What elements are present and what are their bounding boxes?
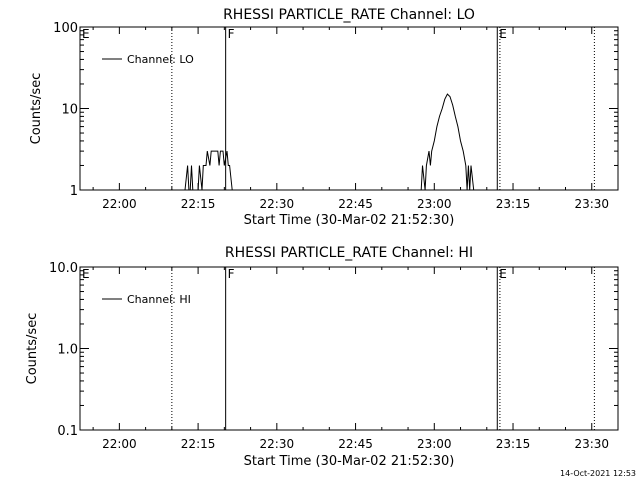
- panel-1-plot-frame: [79, 26, 619, 191]
- panel-1-x-axis-label: Start Time (30-Mar-02 21:52:30): [244, 213, 455, 228]
- panel-2-x-axis-label: Start Time (30-Mar-02 21:52:30): [244, 454, 455, 469]
- panel-1-marker-label: E: [499, 27, 507, 41]
- panel-1-x-tick-label: 22:30: [260, 197, 295, 211]
- panel-1-x-tick-label: 23:00: [417, 197, 452, 211]
- panel-2-y-axis-label: Counts/sec: [25, 313, 40, 385]
- panel-2-x-tick-label: 22:00: [102, 437, 137, 451]
- panel-1-x-tick-label: 22:15: [181, 197, 216, 211]
- panel-2-x-tick-label: 22:30: [260, 437, 295, 451]
- panel-2-x-tick-label: 23:30: [574, 437, 609, 451]
- panel-2-plot-frame: [79, 266, 619, 431]
- panel-1-marker-label: F: [228, 27, 235, 41]
- panel-2-y-tick-label: 0.1: [57, 424, 78, 439]
- panel-2-marker-label: F: [228, 267, 235, 281]
- panel-1-y-tick-label: 100: [53, 21, 78, 36]
- panel-2-x-tick-label: 22:45: [338, 437, 373, 451]
- panel-1-x-tick-label: 23:15: [496, 197, 531, 211]
- panel-1-legend-label: Channel: LO: [127, 53, 194, 66]
- panel-2-legend-label: Channel: HI: [127, 293, 191, 306]
- panel-2-x-tick-label: 22:15: [181, 437, 216, 451]
- panel-1-y-tick-label: 1: [70, 184, 78, 199]
- panel-1-marker-label: E: [82, 27, 90, 41]
- panel-2-marker-label: E: [499, 267, 507, 281]
- panel-1-y-axis-label: Counts/sec: [29, 73, 44, 145]
- panel-2-y-tick-label: 10.0: [49, 261, 78, 276]
- timestamp: 14-Oct-2021 12:53: [560, 469, 636, 478]
- panel-1-x-tick-label: 22:00: [102, 197, 137, 211]
- panel-1-x-tick-label: 22:45: [338, 197, 373, 211]
- panel-2-marker-label: E: [82, 267, 90, 281]
- panel-2-x-tick-label: 23:15: [496, 437, 531, 451]
- panel-1-x-tick-label: 23:30: [574, 197, 609, 211]
- panel-1-y-tick-label: 10: [61, 103, 78, 118]
- panel-1-title: RHESSI PARTICLE_RATE Channel: LO: [223, 7, 475, 23]
- panel-2-title: RHESSI PARTICLE_RATE Channel: HI: [225, 245, 473, 261]
- panel-2-y-tick-label: 1.0: [57, 343, 78, 358]
- panel-1-series-line: [184, 93, 475, 191]
- panel-2-x-tick-label: 23:00: [417, 437, 452, 451]
